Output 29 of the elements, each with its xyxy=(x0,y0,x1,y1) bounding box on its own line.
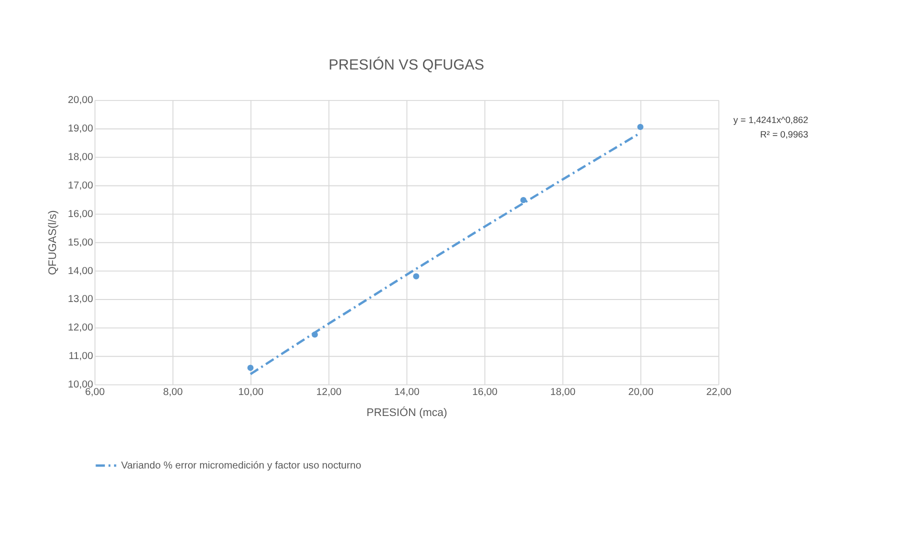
y-tick-label: 13,00 xyxy=(68,294,94,306)
point xyxy=(247,364,254,371)
x-tick-label: 18,00 xyxy=(550,386,576,398)
x-tick-label: 12,00 xyxy=(316,386,342,398)
point xyxy=(520,196,526,204)
text: y = 1,4241x^0,862 xyxy=(733,114,808,125)
chart-title: PRESIÓN VS QFUGAS xyxy=(328,56,484,74)
y-tick-label: 20,00 xyxy=(68,95,94,106)
y-tick-label: 14,00 xyxy=(68,266,94,277)
x-tick-label: 20,00 xyxy=(628,386,654,398)
y-tick-label: 11,00 xyxy=(68,351,94,362)
y-tick-label: 12,00 xyxy=(68,322,94,334)
x-tick-label: 22,00 xyxy=(706,386,732,398)
point xyxy=(413,273,420,280)
x-axis-title: PRESIÓN (mca) xyxy=(366,406,448,420)
x-tick-label: 8,00 xyxy=(163,386,184,398)
x-tick-label: 14,00 xyxy=(394,386,420,398)
point xyxy=(637,124,644,130)
x-tick-label: 6,00 xyxy=(85,386,106,398)
y-tick-label: 19,00 xyxy=(68,124,94,135)
x-tick-label: 16,00 xyxy=(472,386,498,398)
y-tick-label: 15,00 xyxy=(68,237,94,248)
x-tick-label: 10,00 xyxy=(238,386,264,398)
y-tick-label: 17,00 xyxy=(68,180,94,192)
y-axis-title: QFUGAS(l/s) xyxy=(46,210,59,276)
legend-label: Variando % error micromedición y factor uso nocturno xyxy=(121,460,362,472)
y-tick-label: 16,00 xyxy=(68,208,94,220)
y-tick-label: 18,00 xyxy=(68,152,94,164)
text: R² = 0,9963 xyxy=(760,130,808,140)
